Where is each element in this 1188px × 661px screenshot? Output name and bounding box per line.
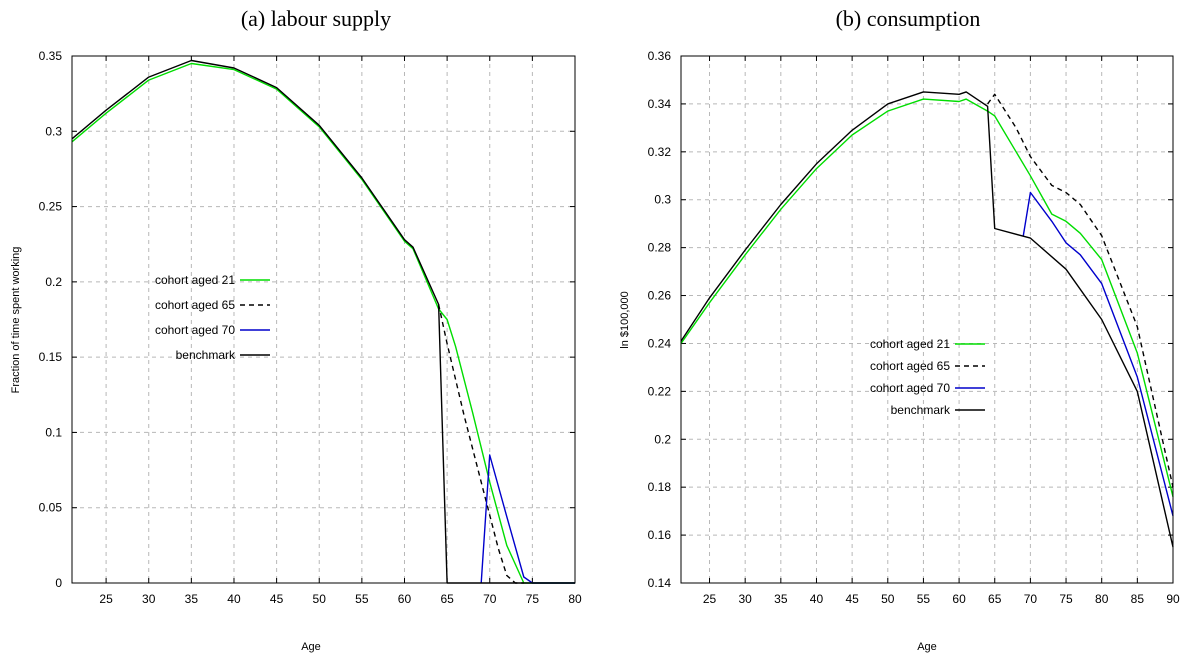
x-tick-label: 60 xyxy=(952,592,966,606)
plot-frame xyxy=(71,55,576,584)
x-tick-label: 40 xyxy=(810,592,824,606)
y-tick-label: 0.2 xyxy=(654,432,671,446)
x-tick-label: 75 xyxy=(526,592,540,606)
x-tick-label: 80 xyxy=(568,592,582,606)
y-tick-label: 0.32 xyxy=(648,145,672,159)
consumption-chart: (b) consumption Age ln $100,000 25 30 35 40… xyxy=(619,6,1180,653)
x-tick-label: 85 xyxy=(1131,592,1145,606)
x-tick-label: 75 xyxy=(1059,592,1073,606)
x-tick-label: 65 xyxy=(440,592,454,606)
y-tick-label: 0.2 xyxy=(45,275,62,289)
x-tick-label: 25 xyxy=(99,592,113,606)
y-tick-label: 0.22 xyxy=(648,384,672,398)
y-tick-label: 0.26 xyxy=(648,289,672,303)
y-tick-label: 0.36 xyxy=(648,49,672,63)
y-axis-label: ln $100,000 xyxy=(619,291,631,349)
x-tick-label: 55 xyxy=(355,592,369,606)
x-tick-label: 90 xyxy=(1166,592,1180,606)
x-axis-label: Age xyxy=(917,641,937,653)
legend-label: cohort aged 21 xyxy=(870,337,950,351)
y-tick-label: 0.05 xyxy=(39,501,63,515)
x-tick-label: 70 xyxy=(483,592,497,606)
y-tick-label: 0.35 xyxy=(39,49,63,63)
x-tick-label: 45 xyxy=(270,592,284,606)
y-tick-label: 0.18 xyxy=(648,480,672,494)
series-line xyxy=(1022,191,1174,517)
y-tick-label: 0.3 xyxy=(45,124,62,138)
x-tick-label: 40 xyxy=(227,592,241,606)
series-line xyxy=(480,454,575,584)
x-tick-label: 70 xyxy=(1024,592,1038,606)
x-tick-label: 35 xyxy=(185,592,199,606)
y-axis-label: Fraction of time spent working xyxy=(10,247,22,394)
y-tick-label: 0.16 xyxy=(648,528,672,542)
x-tick-label: 80 xyxy=(1095,592,1109,606)
series-line xyxy=(987,93,1174,488)
x-tick-label: 45 xyxy=(845,592,859,606)
y-tick-label: 0.15 xyxy=(39,350,63,364)
legend-label: benchmark xyxy=(176,348,236,362)
x-tick-label: 50 xyxy=(881,592,895,606)
chart-title: (a) labour supply xyxy=(241,6,391,31)
x-tick-label: 30 xyxy=(142,592,156,606)
y-tick-label: 0.25 xyxy=(39,200,63,214)
series-line xyxy=(680,91,1174,548)
x-tick-label: 25 xyxy=(703,592,717,606)
legend-label: cohort aged 70 xyxy=(155,323,235,337)
plot-frame xyxy=(680,55,1174,584)
legend-label: cohort aged 70 xyxy=(870,381,950,395)
series-line xyxy=(71,62,575,584)
legend-label: cohort aged 65 xyxy=(155,298,235,312)
series-line xyxy=(71,59,575,584)
y-tick-label: 0.34 xyxy=(648,97,672,111)
x-tick-label: 35 xyxy=(774,592,788,606)
legend-label: cohort aged 21 xyxy=(155,273,235,287)
y-tick-label: 0 xyxy=(55,576,62,590)
y-tick-label: 0.24 xyxy=(648,336,672,350)
x-tick-label: 60 xyxy=(398,592,412,606)
chart-title: (b) consumption xyxy=(836,6,981,31)
series-line xyxy=(680,98,1174,497)
y-tick-label: 0.1 xyxy=(45,425,62,439)
x-tick-label: 55 xyxy=(917,592,931,606)
x-tick-label: 30 xyxy=(738,592,752,606)
y-tick-label: 0.3 xyxy=(654,193,671,207)
series-line xyxy=(437,304,524,584)
legend-label: cohort aged 65 xyxy=(870,359,950,373)
y-tick-label: 0.28 xyxy=(648,241,672,255)
x-tick-label: 50 xyxy=(313,592,327,606)
x-tick-label: 65 xyxy=(988,592,1002,606)
x-axis-label: Age xyxy=(301,641,321,653)
legend-label: benchmark xyxy=(891,403,951,417)
labour-supply-chart: (a) labour supply Age Fraction of time s… xyxy=(10,6,582,653)
y-tick-label: 0.14 xyxy=(648,576,672,590)
